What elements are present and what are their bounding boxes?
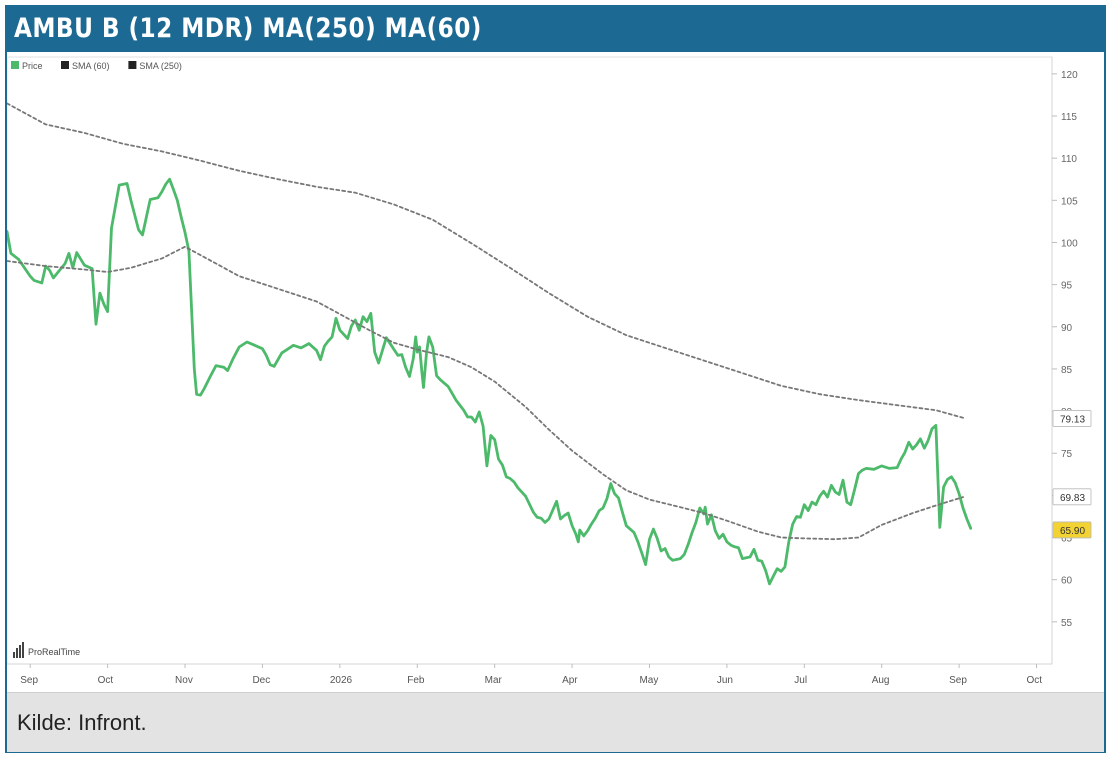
value-badge — [1052, 410, 1092, 427]
legend-entry: SMA (60) — [72, 61, 110, 71]
chart-title: AMBU B (12 MDR) MA(250) MA(60) — [14, 13, 482, 44]
value-badge — [1052, 488, 1092, 506]
x-tick-label: Nov — [175, 675, 193, 686]
legend-entry: SMA (250) — [139, 61, 182, 71]
watermark-bar — [19, 645, 21, 658]
y-tick-label: 90 — [1061, 323, 1073, 334]
y-tick-label: 65 — [1061, 534, 1073, 545]
chart-area: 556065707580859095100105110115120SepOctN… — [5, 52, 1104, 692]
x-tick-label: May — [639, 675, 658, 686]
x-tick-label: 2026 — [330, 675, 353, 686]
x-tick-label: Dec — [252, 675, 270, 686]
plot-area — [6, 56, 1053, 665]
y-tick-label: 60 — [1061, 576, 1073, 587]
y-tick-label: 105 — [1061, 196, 1078, 207]
value-badge-label: 69.83 — [1060, 493, 1085, 504]
value-badge — [1052, 521, 1092, 539]
y-tick-label: 115 — [1061, 112, 1077, 123]
watermark-text: ProRealTime — [28, 647, 80, 657]
watermark-bar — [22, 642, 24, 658]
x-tick-label: Sep — [20, 675, 38, 686]
x-tick-label: Sep — [949, 675, 967, 686]
legend-swatch — [61, 61, 69, 69]
price-chart: 556065707580859095100105110115120SepOctN… — [5, 56, 1092, 686]
legend-swatch — [11, 61, 19, 69]
sma-250-line — [6, 102, 964, 419]
source-text: Kilde: Infront. — [17, 710, 147, 735]
watermark-bar — [16, 648, 18, 658]
x-tick-label: Oct — [1027, 675, 1043, 686]
x-tick-label: Aug — [872, 675, 890, 686]
sma-60-line — [6, 245, 964, 541]
y-tick-label: 85 — [1061, 365, 1073, 376]
y-tick-label: 100 — [1061, 238, 1078, 249]
y-tick-label: 55 — [1061, 618, 1073, 629]
source-footer: Kilde: Infront. — [7, 692, 1104, 752]
y-tick-label: 75 — [1061, 449, 1073, 460]
y-tick-label: 110 — [1061, 154, 1077, 165]
price-line — [5, 177, 973, 586]
watermark-bar — [13, 652, 15, 658]
value-badge-label: 65.90 — [1060, 526, 1085, 537]
x-tick-label: Jun — [717, 675, 733, 686]
x-tick-label: Feb — [407, 675, 425, 686]
chart-frame: AMBU B (12 MDR) MA(250) MA(60) 556065707… — [5, 5, 1106, 753]
y-tick-label: 120 — [1061, 70, 1078, 81]
legend-swatch — [128, 61, 137, 69]
x-tick-label: Jul — [794, 675, 807, 686]
x-tick-label: Oct — [98, 675, 114, 686]
legend-entry: Price — [22, 61, 43, 71]
x-tick-label: Apr — [562, 675, 578, 686]
x-tick-label: Mar — [485, 675, 503, 686]
value-badge-label: 79.13 — [1060, 414, 1085, 425]
title-bar: AMBU B (12 MDR) MA(250) MA(60) — [7, 7, 1104, 52]
y-tick-label: 95 — [1061, 281, 1073, 292]
